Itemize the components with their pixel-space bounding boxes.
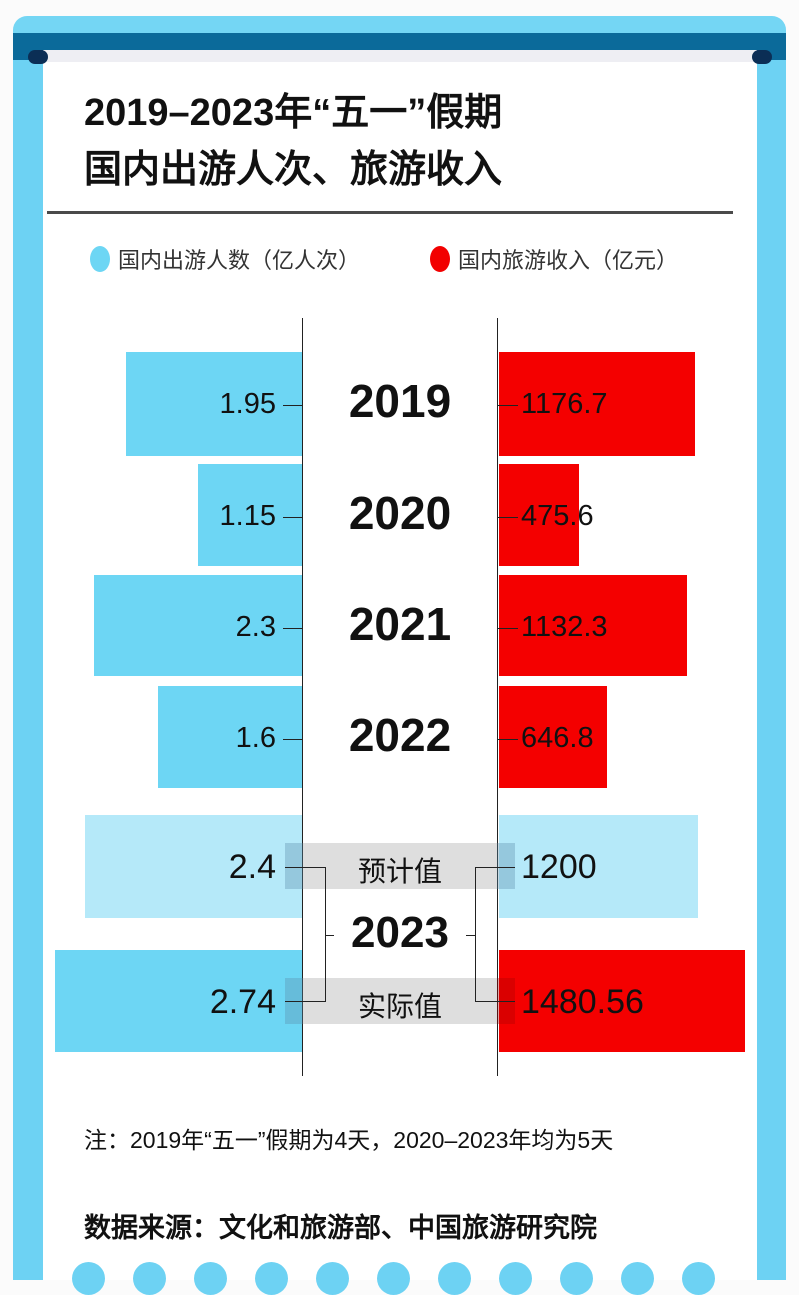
value-trips-2021: 2.3 xyxy=(235,611,276,643)
legend-dot-blue-icon xyxy=(90,246,110,272)
value-trips-2023-actual: 2.74 xyxy=(209,983,276,1021)
left-axis-line xyxy=(302,318,303,1076)
circle-icon xyxy=(560,1262,593,1295)
circle-icon xyxy=(377,1262,410,1295)
bar-trips-2022 xyxy=(158,686,302,788)
value-trips-2020: 1.15 xyxy=(219,500,276,532)
bar-revenue-2019 xyxy=(499,352,695,456)
circle-icon xyxy=(316,1262,349,1295)
circle-icon xyxy=(133,1262,166,1295)
title-line-1: 2019–2023年“五一”假期 xyxy=(84,92,503,134)
title-divider xyxy=(47,211,733,214)
circle-icon xyxy=(682,1262,715,1295)
bracket-left-bottom xyxy=(285,1001,326,1002)
bar-revenue-2023-actual xyxy=(499,950,745,1052)
estimate-band-right-cap xyxy=(497,843,515,889)
estimate-band-left-cap xyxy=(285,843,303,889)
frame-right-border xyxy=(757,60,786,1280)
bracket-right-stub xyxy=(466,935,475,936)
tick-trips-2019 xyxy=(283,405,302,406)
bar-revenue-2021 xyxy=(499,575,687,676)
bar-trips-2021 xyxy=(94,575,302,676)
tick-trips-2021 xyxy=(283,628,302,629)
bracket-left-stub xyxy=(325,935,334,936)
estimate-band xyxy=(303,843,497,889)
tick-trips-2020 xyxy=(283,517,302,518)
bracket-left-top xyxy=(285,867,326,868)
bracket-right-bottom xyxy=(475,1001,515,1002)
value-revenue-2020: 475.6 xyxy=(521,500,594,532)
bracket-right-top xyxy=(475,867,515,868)
footnote: 注：2019年“五一”假期为4天，2020–2023年均为5天 xyxy=(84,1127,614,1153)
value-revenue-2023-estimate: 1200 xyxy=(521,848,597,886)
bar-trips-2023-actual xyxy=(55,950,302,1052)
bar-revenue-2022 xyxy=(499,686,607,788)
legend-dot-red-icon xyxy=(430,246,450,272)
value-trips-2022: 1.6 xyxy=(235,722,276,754)
bar-revenue-2020 xyxy=(499,464,579,566)
bar-revenue-2023-estimate xyxy=(499,815,698,918)
legend-label-trips: 国内出游人数（亿人次） xyxy=(118,248,361,273)
data-source: 数据来源：文化和旅游部、中国旅游研究院 xyxy=(84,1213,597,1243)
value-revenue-2023-actual: 1480.56 xyxy=(521,983,644,1021)
circle-icon xyxy=(438,1262,471,1295)
actual-label: 实际值 xyxy=(357,991,442,1022)
year-label-2023: 2023 xyxy=(351,908,449,957)
bar-trips-2019 xyxy=(126,352,302,456)
bracket-right-vertical xyxy=(475,867,476,1002)
frame-slot-right xyxy=(752,50,772,64)
actual-band xyxy=(303,978,497,1024)
tick-revenue-2020 xyxy=(498,517,518,518)
circle-icon xyxy=(621,1262,654,1295)
frame-top-band xyxy=(13,16,786,34)
value-revenue-2021: 1132.3 xyxy=(521,611,608,643)
value-revenue-2022: 646.8 xyxy=(521,722,594,754)
circle-icon xyxy=(499,1262,532,1295)
bracket-left-vertical xyxy=(325,867,326,1002)
year-label-2022: 2022 xyxy=(348,709,452,761)
tick-revenue-2021 xyxy=(498,628,518,629)
year-label-2021: 2021 xyxy=(348,598,452,650)
title-line-2: 国内出游人次、旅游收入 xyxy=(84,149,503,191)
tick-trips-2022 xyxy=(283,739,302,740)
decorative-circles xyxy=(72,1262,715,1295)
tick-revenue-2022 xyxy=(498,739,518,740)
frame-slot-left xyxy=(28,50,48,64)
circle-icon xyxy=(72,1262,105,1295)
year-label-2019: 2019 xyxy=(348,375,452,427)
right-axis-line xyxy=(497,318,498,1076)
legend-item-revenue: 国内旅游收入（亿元） xyxy=(430,246,679,273)
value-revenue-2019: 1176.7 xyxy=(521,388,608,420)
tick-revenue-2019 xyxy=(498,405,518,406)
legend-item-trips: 国内出游人数（亿人次） xyxy=(90,246,361,273)
paper-top-shade xyxy=(43,50,757,62)
value-trips-2023-estimate: 2.4 xyxy=(228,848,276,886)
bar-trips-2023-estimate xyxy=(85,815,302,918)
bar-trips-2020 xyxy=(198,464,302,566)
circle-icon xyxy=(194,1262,227,1295)
frame-left-border xyxy=(13,60,43,1280)
value-trips-2019: 1.95 xyxy=(219,388,276,420)
year-label-2020: 2020 xyxy=(348,487,452,539)
circle-icon xyxy=(255,1262,288,1295)
legend-label-revenue: 国内旅游收入（亿元） xyxy=(458,248,679,273)
estimate-label: 预计值 xyxy=(357,856,442,887)
